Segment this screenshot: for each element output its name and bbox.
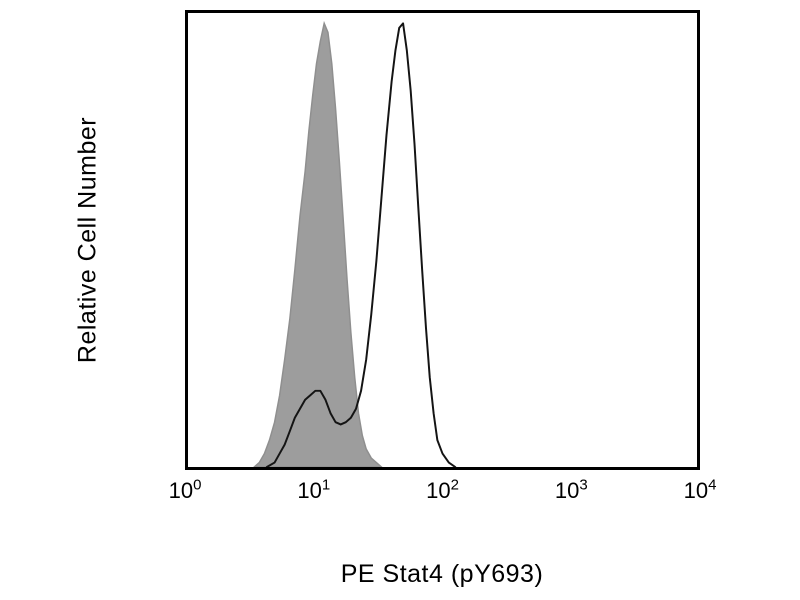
x-axis-ticks: 100 101 102 103 104 (169, 476, 717, 508)
plot-svg (253, 20, 457, 467)
x-tick-10e3: 103 (554, 476, 588, 503)
series-control-filled (253, 20, 383, 467)
plot-area (185, 10, 700, 470)
series-stained-open (265, 22, 457, 467)
x-tick-10e4: 104 (683, 476, 717, 503)
x-tick-10e2: 102 (426, 476, 459, 503)
x-tick-10e1: 101 (297, 476, 331, 503)
x-axis-label: PE Stat4 (pY693) (340, 560, 544, 588)
x-tick-10e0: 100 (168, 476, 202, 503)
y-axis-label: Relative Cell Number (73, 116, 102, 364)
